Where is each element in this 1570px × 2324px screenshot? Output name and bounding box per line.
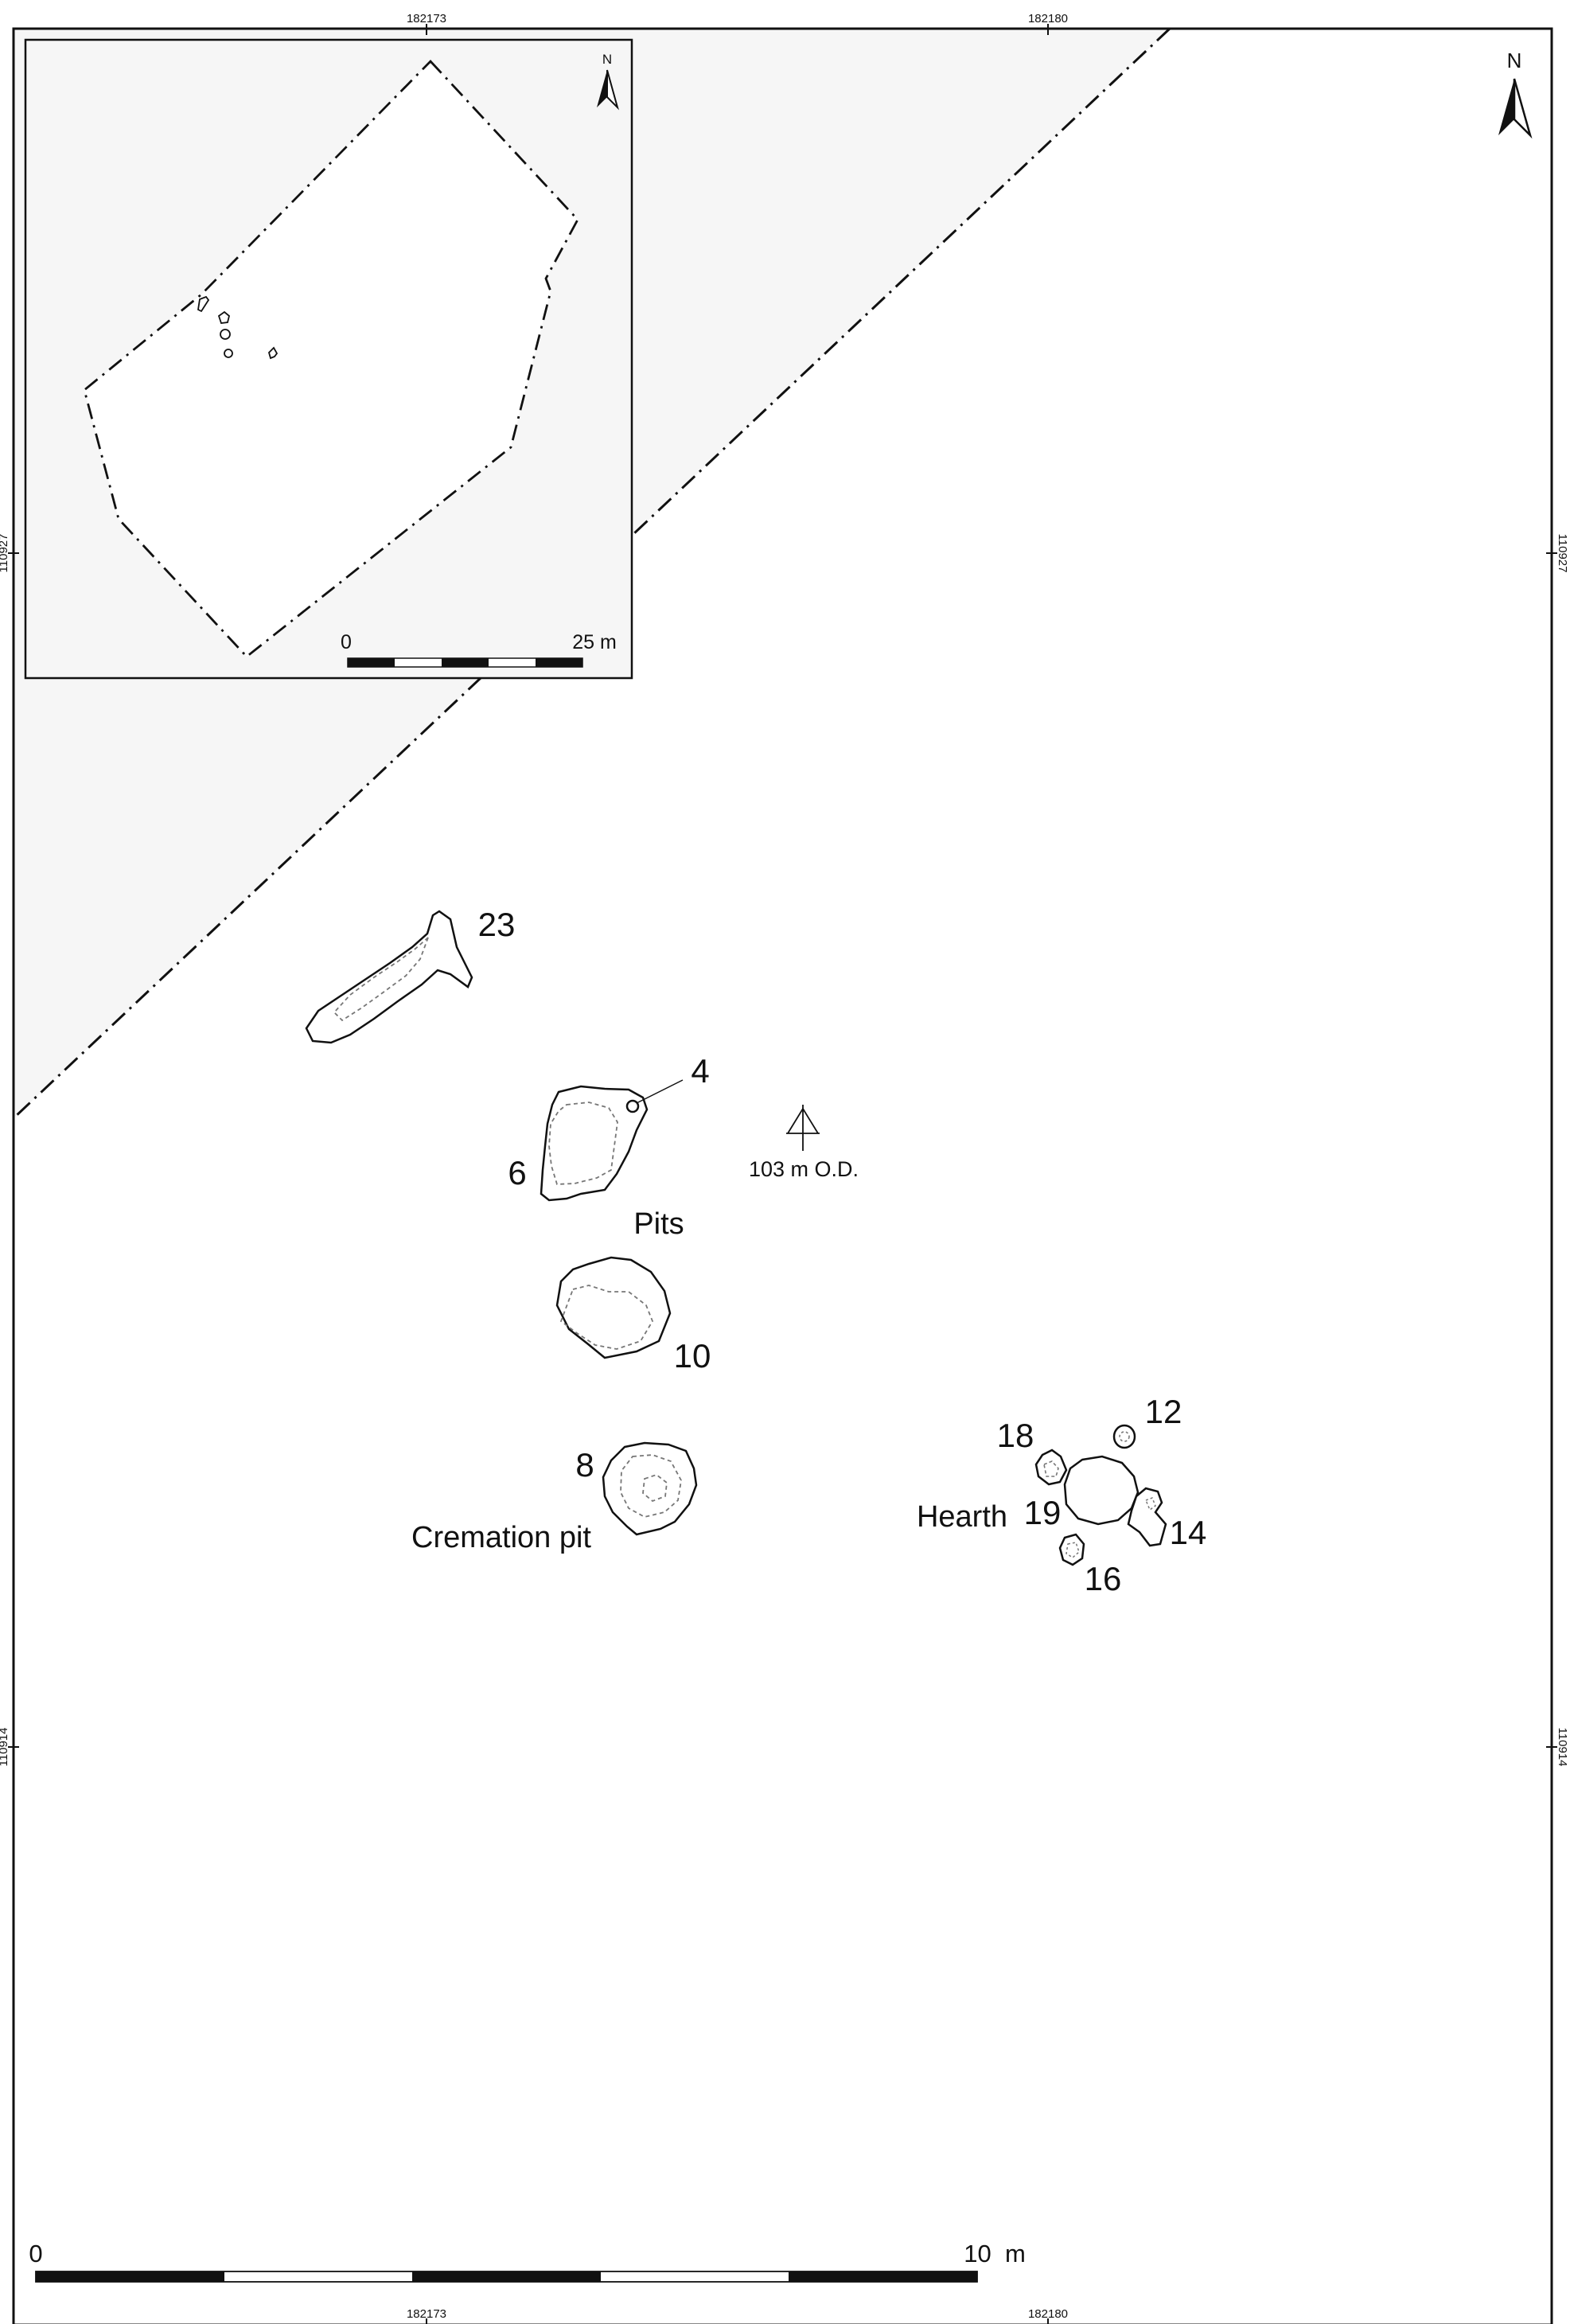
feature-label-14: 14 <box>1170 1514 1207 1551</box>
spot-height-label: 103 m O.D. <box>749 1157 859 1181</box>
features <box>305 910 1167 1566</box>
inset-scale-end: 25 m <box>572 631 617 653</box>
feature-label-12: 12 <box>1145 1393 1182 1430</box>
feature-label-4: 4 <box>691 1052 709 1090</box>
feature-16 <box>1058 1533 1085 1566</box>
feature-23 <box>305 910 473 1044</box>
inset-north-arrow-icon: N <box>597 52 619 111</box>
feature-8 <box>602 1441 698 1536</box>
scale-bar <box>35 2271 978 2283</box>
group-label-pits: Pits <box>633 1207 684 1241</box>
map-frame <box>12 27 1553 2324</box>
grid-ticks <box>8 24 1557 2324</box>
inset-features <box>197 295 279 360</box>
feature-label-16: 16 <box>1085 1560 1122 1597</box>
easting-label-bottom-b: 182180 <box>1028 2307 1068 2321</box>
northing-label-left-a: 110927 <box>0 534 10 573</box>
north-arrow-label: N <box>1507 49 1522 72</box>
inset-location-map: N 0 25 m <box>24 38 633 680</box>
scale-bar-start: 0 <box>29 2240 42 2267</box>
easting-label-bottom-a: 182173 <box>407 2307 446 2321</box>
feature-label-19: 19 <box>1024 1494 1062 1531</box>
inset-site-area <box>83 59 579 658</box>
feature-12 <box>1112 1424 1136 1449</box>
feature-label-18: 18 <box>997 1417 1034 1454</box>
northing-label-right-a: 110927 <box>1556 534 1569 573</box>
easting-label-top-b: 182180 <box>1028 12 1068 25</box>
inset-scale-start: 0 <box>341 631 352 653</box>
feature-label-6: 6 <box>508 1154 526 1191</box>
feature-4 <box>625 1099 640 1113</box>
feature-label-23: 23 <box>478 906 516 943</box>
feature-label-10: 10 <box>674 1337 711 1375</box>
spot-height-icon <box>786 1105 820 1151</box>
feature-6 <box>540 1079 684 1202</box>
inset-scale-bar <box>347 657 583 668</box>
feature-10 <box>555 1256 672 1359</box>
group-label-cremation-pit: Cremation pit <box>411 1521 591 1554</box>
feature-19 <box>1063 1455 1140 1526</box>
feature-18 <box>1034 1449 1068 1486</box>
north-arrow-icon: N <box>1498 49 1533 139</box>
northing-label-right-b: 110914 <box>1556 1728 1569 1767</box>
inset-north-label: N <box>602 52 612 67</box>
group-label-hearth: Hearth <box>917 1500 1007 1534</box>
feature-label-8: 8 <box>575 1446 594 1484</box>
scale-bar-end: 10 m <box>964 2240 1026 2267</box>
feature-4-leader <box>636 1079 684 1104</box>
easting-label-top-a: 182173 <box>407 12 446 25</box>
feature-14 <box>1127 1487 1167 1547</box>
northing-label-left-b: 110914 <box>0 1728 10 1767</box>
